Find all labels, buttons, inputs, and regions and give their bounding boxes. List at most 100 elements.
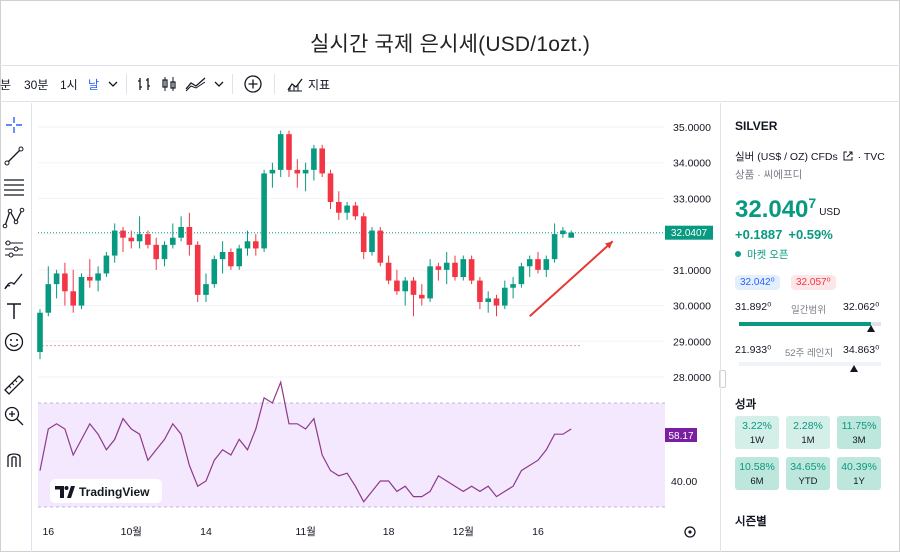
- rsi-axis-label: 40.00: [671, 476, 697, 488]
- ruler-icon[interactable]: [2, 373, 26, 397]
- time-tick-label: 18: [383, 526, 395, 538]
- candle-body: [111, 230, 118, 256]
- candle-body: [178, 227, 184, 238]
- candle-body: [410, 280, 417, 295]
- candle-body: [219, 252, 226, 260]
- trend-arrow-line: [529, 240, 614, 318]
- price-gridlines: [38, 126, 665, 378]
- price-axis[interactable]: 35.000034.000033.000032.000031.000030.00…: [673, 122, 711, 384]
- candle-body: [228, 252, 234, 267]
- add-plus-icon[interactable]: [243, 74, 263, 94]
- current-price-text: 32.0407: [671, 228, 708, 239]
- interval-1h[interactable]: 1시: [60, 78, 78, 92]
- trend-line-icon[interactable]: [2, 144, 26, 168]
- candle-body: [460, 259, 467, 277]
- time-axis[interactable]: 16 10월 14 11월 18 12월 16: [42, 526, 544, 538]
- candle-body: [277, 134, 284, 170]
- page-title: 실시간 국제 은시세(USD/1ozt.): [309, 33, 591, 56]
- price-tick-label: 28.0000: [673, 372, 711, 384]
- perf-tile-6m[interactable]: 10.58% 6M: [735, 457, 779, 490]
- watermark-text: TradingView: [79, 485, 150, 499]
- candle-body: [70, 291, 76, 306]
- perf-tile-1y[interactable]: 40.39% 1Y: [837, 457, 881, 490]
- candle-body: [194, 244, 201, 295]
- change-abs: +0.1887: [735, 227, 783, 242]
- rsi-indicator: [39, 380, 572, 503]
- perf-tile-1w[interactable]: 3.22% 1W: [735, 416, 779, 449]
- candle-body: [543, 259, 550, 270]
- chevron-down-icon[interactable]: [108, 80, 118, 88]
- indicators-button[interactable]: 지표: [308, 78, 331, 92]
- candle-body: [311, 148, 317, 170]
- brush-icon[interactable]: [2, 268, 26, 292]
- zoom-in-icon[interactable]: [2, 404, 26, 428]
- candle-body: [402, 280, 408, 292]
- candle-body: [526, 259, 533, 267]
- candles-icon[interactable]: [160, 75, 178, 93]
- candle-body: [452, 262, 458, 277]
- tradingview-logo: TradingView: [50, 479, 162, 503]
- current-price-label: 32.0407: [665, 225, 713, 240]
- last-price-sup: 7: [808, 195, 817, 211]
- candle-body: [360, 216, 367, 252]
- external-link-icon[interactable]: [843, 151, 853, 161]
- crosshair-icon[interactable]: [2, 113, 26, 137]
- settings-gear-icon[interactable]: [684, 526, 696, 538]
- change-pct: +0.59%: [788, 227, 833, 242]
- rsi-value-label: 58.17: [665, 428, 697, 442]
- candle-body: [385, 262, 392, 281]
- fib-lines-icon[interactable]: [2, 175, 26, 199]
- candle-body: [427, 266, 433, 299]
- week52-range-marker-icon: [850, 365, 859, 372]
- perf-tile-3m[interactable]: 11.75% 3M: [837, 416, 881, 449]
- day-range-fill: [739, 322, 872, 326]
- interval-30m[interactable]: 30분: [24, 78, 49, 92]
- candle-body: [568, 232, 574, 238]
- candle-body: [128, 237, 135, 242]
- candle-body: [161, 244, 168, 260]
- candle-body: [336, 202, 342, 213]
- candle-body: [95, 273, 101, 281]
- perf-tile-1m[interactable]: 2.28% 1M: [786, 416, 830, 449]
- trend-arrow-head: [605, 241, 613, 249]
- toolbar-divider: [232, 74, 233, 94]
- candle-body: [45, 284, 52, 313]
- candle-body: [286, 134, 292, 170]
- status-dot-icon: [735, 251, 741, 257]
- forecast-icon[interactable]: [2, 237, 26, 261]
- candle-body: [37, 312, 43, 352]
- toolbar-divider: [126, 74, 127, 94]
- area-chart-icon[interactable]: [185, 75, 207, 93]
- candle-body: [352, 205, 359, 217]
- price-change: +0.1887 +0.59%: [735, 227, 833, 242]
- perf-tile-ytd[interactable]: 34.65% YTD: [786, 457, 830, 490]
- time-tick-label: 14: [200, 526, 212, 538]
- candle-body: [269, 169, 276, 174]
- panel-resize-handle[interactable]: [719, 370, 726, 388]
- price-currency: USD: [819, 207, 841, 218]
- rsi-value-text: 58.17: [668, 431, 693, 442]
- candle-body: [443, 262, 450, 270]
- price-chart[interactable]: 35.000034.000033.000032.000031.000030.00…: [33, 103, 719, 552]
- magnet-icon[interactable]: [2, 447, 26, 471]
- indicators-icon[interactable]: [286, 75, 304, 93]
- time-tick-label: 16: [532, 526, 544, 538]
- interval-minute[interactable]: 분: [0, 78, 12, 92]
- symbol-details-panel: SILVER 실버 (US$ / OZ) CFDs · TVC 상품 · 씨에프…: [720, 103, 900, 552]
- chart-canvas[interactable]: 35.000034.000033.000032.000031.000030.00…: [33, 103, 719, 552]
- text-tool-icon[interactable]: [2, 299, 26, 323]
- interval-day[interactable]: 날: [88, 78, 100, 92]
- candle-body: [186, 227, 193, 245]
- toolbar-divider: [274, 74, 275, 94]
- pattern-icon[interactable]: [2, 206, 26, 230]
- ask-badge: 32.057⁰: [791, 275, 836, 290]
- candle-body: [477, 280, 483, 302]
- candle-body: [261, 173, 267, 249]
- bar-chart-type-icon[interactable]: [136, 75, 154, 93]
- candle-body: [510, 284, 516, 288]
- candle-body: [560, 230, 566, 235]
- last-price-main: 32.040: [735, 196, 809, 223]
- emoji-icon[interactable]: [2, 330, 26, 354]
- time-tick-label: 16: [42, 526, 54, 538]
- chevron-down-icon[interactable]: [214, 80, 224, 88]
